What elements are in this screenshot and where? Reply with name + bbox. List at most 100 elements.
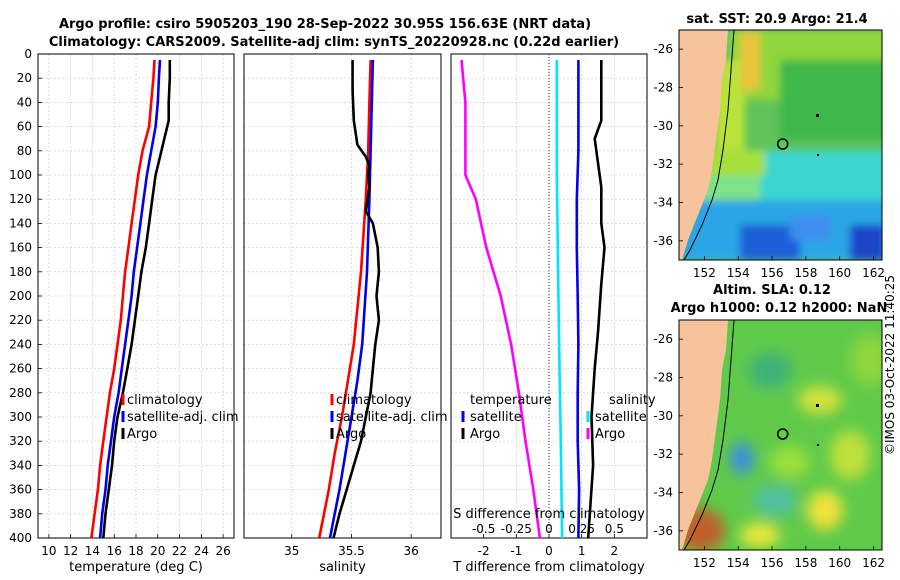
x-tick-label: 2 [611,544,619,558]
sla-point-marker [817,444,819,446]
y-tick-label: 200 [9,289,32,303]
y-tick-label: 360 [9,483,32,497]
sst-point-marker [817,154,819,156]
map-y-tick-label: -30 [653,119,673,133]
y-tick-label: 40 [17,95,32,109]
temperature-panel: 10 12 14 16 18 20 22 24 260204060801001201401601… [9,47,239,575]
series-line-argo [102,60,172,539]
map-x-tick-label: 158 [794,266,817,280]
map-y-tick-label: -36 [653,524,673,538]
sla-map-title-2: Argo h1000: 0.12 h2000: NaN [671,301,888,316]
x-tick-label: 0 [545,544,553,558]
legend-label: Argo [336,427,366,442]
map-y-tick-label: -34 [653,196,673,210]
top-axis-tick-label: 0.5 [605,522,624,536]
legend-title-salinity: salinity [609,393,656,408]
sst-map: sat. SST: 20.9 Argo: 21.4 152 154 156 158 16… [653,12,885,280]
x-axis-label: temperature (deg C) [69,560,203,575]
legend-label: satellite [595,410,647,425]
map-y-tick-label: -26 [653,42,673,56]
y-tick-label: 60 [17,120,32,134]
sla-isobath [683,320,735,550]
sla-color-patches [679,335,882,550]
sst-map-ticks: 152 154 156 158 160 162 -26 -28 -30 -32 -34 -36 [653,42,885,280]
sst-isobath [683,30,735,260]
sst-land-mass [679,30,728,260]
sla-map-title-1: Altim. SLA: 0.12 [713,283,831,298]
plot-frame [243,53,442,539]
y-tick-label: 20 [17,71,32,85]
x-axis-label: salinity [319,560,366,575]
series-line-temperature-satellite [575,60,581,539]
x-tick-label: 14 [85,544,100,558]
title-line-2: Climatology: CARS2009. Satellite-adj cli… [49,35,619,50]
y-tick-label: 380 [9,507,32,521]
series-line-temperature-argo [586,60,606,539]
sla-argo-marker [776,428,789,440]
legend-label: Argo [595,427,625,442]
map-y-tick-label: -32 [653,157,673,171]
map-x-tick-label: 154 [727,266,750,280]
map-x-tick-label: 160 [828,556,851,570]
x-tick-label: 24 [194,544,209,558]
map-y-tick-label: -28 [653,81,673,95]
map-x-tick-label: 162 [862,556,885,570]
x-tick-label: -1 [510,544,522,558]
x-tick-label: 36 [404,544,419,558]
x-tick-label: 20 [150,544,165,558]
title-line-1: Argo profile: csiro 5905203_190 28-Sep-2… [59,17,591,32]
y-tick-label: 280 [9,386,32,400]
series-line-climatology [317,59,372,539]
legend-label: climatology [127,393,203,408]
x-tick-label: 10 [41,544,56,558]
sla-map-ticks: 152 154 156 158 160 162 -26 -28 -30 -32 -34 -36 [653,332,885,570]
series-line-climatology [90,59,156,539]
watermark: ©IMOS 03-Oct-2022 11:40:25 [883,275,897,455]
x-tick-label: 12 [63,544,78,558]
series-line-salinity-argo [460,59,542,539]
x-tick-label: 26 [215,544,230,558]
sla-map: Altim. SLA: 0.12 Argo h1000: 0.12 h2000:… [653,283,888,570]
sst-point-marker [816,114,819,117]
y-tick-label: 240 [9,337,32,351]
map-x-tick-label: 156 [761,556,784,570]
map-x-tick-label: 152 [693,266,716,280]
x-tick-label: -2 [478,544,490,558]
top-axis-tick-label: 0.25 [568,522,595,536]
x-tick-label: 1 [578,544,586,558]
legend-label: satellite-adj. clim [336,410,448,425]
legend-label: satellite [470,410,522,425]
map-y-tick-label: -34 [653,486,673,500]
top-axis-tick-label: -0.5 [472,522,495,536]
x-tick-label: 35.5 [338,544,365,558]
salinity-panel: 35 35.5 36 salinity climatology satellite-adj… [243,53,448,575]
y-tick-label: 120 [9,192,32,206]
sla-land-mass [679,320,728,550]
map-y-tick-label: -28 [653,371,673,385]
map-x-tick-label: 156 [761,266,784,280]
map-x-tick-label: 154 [727,556,750,570]
map-y-tick-label: -32 [653,447,673,461]
top-axis-label: S difference from climatology [453,507,645,522]
y-tick-label: 100 [9,168,32,182]
y-tick-label: 80 [17,144,32,158]
x-tick-label: 22 [172,544,187,558]
map-x-tick-label: 162 [862,266,885,280]
map-x-tick-label: 152 [693,556,716,570]
series-line-satellite-adj-clim [328,59,375,539]
legend-label: Argo [470,427,500,442]
sla-point-marker [816,404,819,407]
x-tick-label: 35 [284,544,299,558]
y-tick-label: 260 [9,362,32,376]
y-tick-label: 0 [24,47,32,61]
y-tick-label: 300 [9,410,32,424]
map-y-tick-label: -36 [653,234,673,248]
y-tick-label: 140 [9,216,32,230]
y-tick-label: 340 [9,458,32,472]
legend-label: Argo [127,427,157,442]
top-axis-tick-label: 0 [545,522,553,536]
y-tick-label: 320 [9,434,32,448]
map-y-tick-label: -26 [653,332,673,346]
sla-map-frame [678,319,883,551]
